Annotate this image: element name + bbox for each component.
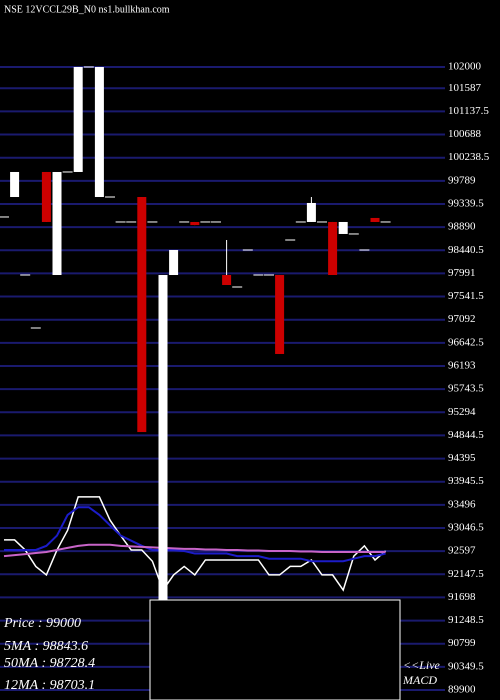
- y-tick-label: 100688: [448, 128, 482, 140]
- info-12ma: 12MA : 98703.1: [4, 678, 95, 693]
- candle-body: [73, 67, 83, 172]
- y-tick-label: 97092: [448, 313, 476, 325]
- indicator-lines: [3, 496, 387, 592]
- y-tick-label: 90349.5: [448, 660, 484, 672]
- y-tick-label: 97991: [448, 267, 476, 279]
- y-tick-label: 98440.5: [448, 244, 484, 256]
- y-tick-label: 91698: [448, 591, 476, 603]
- y-tick-label: 89900: [448, 684, 476, 696]
- y-tick-label: 92147.5: [448, 568, 484, 580]
- candle-body: [275, 275, 285, 354]
- candle-body: [52, 171, 62, 276]
- ma-line: [4, 506, 386, 563]
- y-tick-label: 92597: [448, 545, 476, 557]
- y-tick-label: 101587: [448, 82, 482, 94]
- candle-body: [328, 221, 338, 276]
- candle-body: [169, 249, 179, 276]
- y-tick-label: 100238.5: [448, 151, 490, 163]
- ma-line: [4, 496, 387, 592]
- y-tick-label: 96193: [448, 360, 476, 372]
- y-tick-label: 90799: [448, 637, 476, 649]
- candle-body: [10, 171, 20, 198]
- ma-line: [3, 543, 386, 558]
- grid: [0, 66, 445, 691]
- info-price: Price : 99000: [3, 616, 81, 631]
- y-tick-label: 96642.5: [448, 336, 484, 348]
- info-5ma: 5MA : 98843.6: [4, 639, 88, 654]
- y-tick-label: 97541.5: [448, 290, 484, 302]
- y-tick-label: 102000: [448, 61, 482, 73]
- y-tick-label: 94395: [448, 452, 476, 464]
- y-tick-label: 98890: [448, 221, 476, 233]
- macd-panel: [149, 599, 401, 700]
- candle-body: [338, 221, 348, 234]
- candle-body: [306, 202, 316, 222]
- candle-body: [190, 221, 200, 226]
- y-tick-label: 99789: [448, 174, 476, 186]
- info-50ma: 50MA : 98728.4: [4, 656, 95, 671]
- candle-body: [41, 171, 51, 222]
- chart-title: NSE 12VCCL29B_N0 ns1.bullkhan.com: [4, 4, 170, 15]
- y-tick-label: 95743.5: [448, 383, 484, 395]
- y-tick-label: 91248.5: [448, 614, 484, 626]
- y-axis: 102000 101587 101137.5 100688 100238.5 99789 9…: [448, 61, 490, 696]
- candle-body: [222, 275, 232, 285]
- candle-body: [94, 67, 104, 198]
- candle-body: [370, 217, 380, 222]
- y-tick-label: 94844.5: [448, 429, 484, 441]
- candle-body: [158, 275, 168, 690]
- y-tick-label: 101137.5: [448, 105, 489, 117]
- y-tick-label: 99339.5: [448, 198, 484, 210]
- y-tick-label: 95294: [448, 406, 476, 418]
- y-tick-label: 93496: [448, 498, 476, 510]
- candle-body: [137, 197, 147, 433]
- y-tick-label: 93945.5: [448, 475, 484, 487]
- y-tick-label: 93046.5: [448, 522, 484, 534]
- macd-label: MACD: [402, 673, 437, 687]
- macd-label: <<Live: [403, 658, 441, 672]
